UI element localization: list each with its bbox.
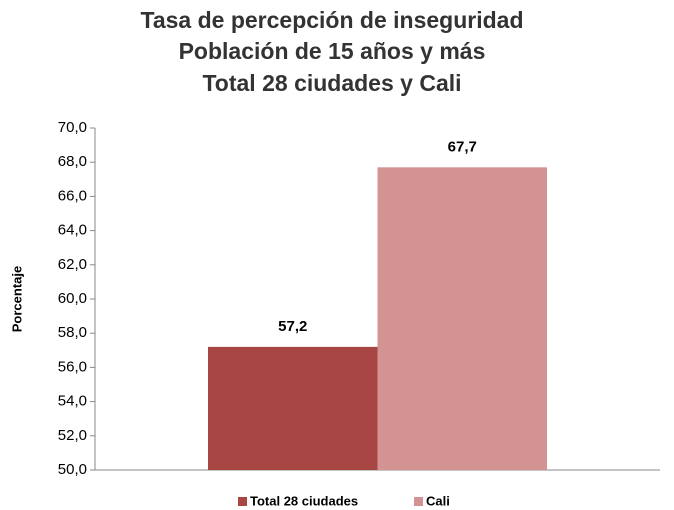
y-axis-label: Porcentaje <box>9 266 24 332</box>
y-tick-label: 56,0 <box>58 358 87 375</box>
data-label: 57,2 <box>278 318 307 335</box>
y-tick-label: 58,0 <box>58 324 87 341</box>
y-tick-label: 64,0 <box>58 222 87 239</box>
y-tick-label: 60,0 <box>58 290 87 307</box>
y-tick-label: 50,0 <box>58 461 87 478</box>
legend-swatch <box>238 497 247 506</box>
chart-title: Población de 15 años y más <box>179 38 486 64</box>
chart-title: Tasa de percepción de inseguridad <box>140 7 523 33</box>
y-tick-label: 54,0 <box>58 393 87 410</box>
y-tick-label: 52,0 <box>58 427 87 444</box>
y-tick-label: 66,0 <box>58 187 87 204</box>
y-tick-label: 70,0 <box>58 119 87 136</box>
legend-label: Total 28 ciudades <box>250 493 358 508</box>
legend-label: Cali <box>426 493 450 508</box>
bar <box>377 167 547 470</box>
bar <box>208 346 378 470</box>
chart-title: Total 28 ciudades y Cali <box>202 70 461 96</box>
y-tick-label: 62,0 <box>58 256 87 273</box>
y-tick-label: 68,0 <box>58 153 87 170</box>
legend-swatch <box>414 497 423 506</box>
data-label: 67,7 <box>448 138 477 155</box>
